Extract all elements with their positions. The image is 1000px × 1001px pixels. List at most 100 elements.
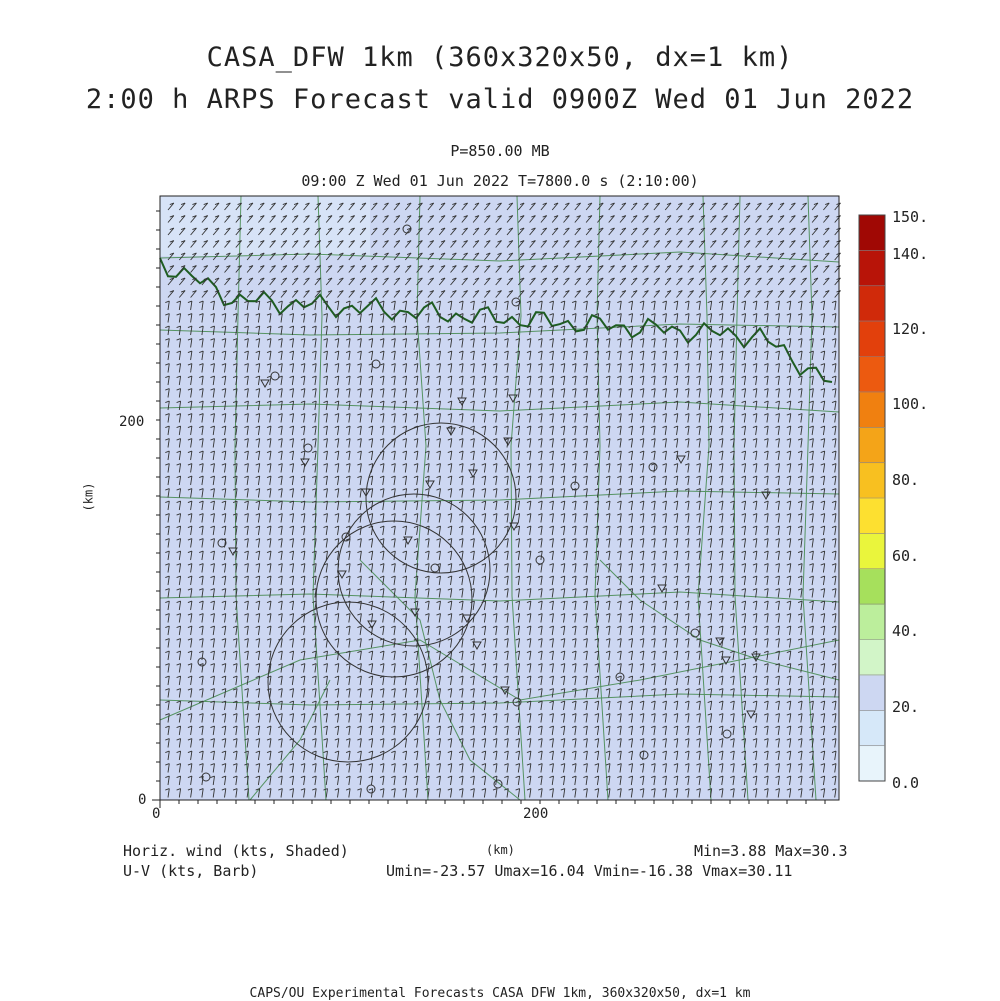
wind-barb bbox=[608, 326, 611, 336]
wind-barb bbox=[483, 463, 487, 473]
wind-barb bbox=[246, 713, 249, 723]
wind-barb-flag bbox=[232, 663, 238, 666]
wind-barb-flag bbox=[571, 325, 577, 329]
wind-barb-flag bbox=[666, 215, 672, 218]
wind-barb-flag bbox=[447, 450, 452, 454]
wind-barb-flag bbox=[361, 240, 367, 243]
wind-barb-flag bbox=[232, 488, 238, 491]
wind-barb-flag bbox=[673, 525, 678, 529]
wind-barb bbox=[698, 701, 701, 711]
wind-barb-flag bbox=[712, 277, 717, 281]
wind-barb-flag bbox=[232, 563, 238, 566]
wind-barb-flag bbox=[571, 450, 577, 454]
wind-barb-flag bbox=[266, 625, 272, 629]
wind-barb bbox=[721, 551, 724, 561]
wind-barb bbox=[653, 388, 656, 398]
wind-barb-flag bbox=[345, 625, 351, 629]
wind-barb-flag bbox=[587, 202, 593, 206]
pressure-level: P=850.00 MB bbox=[450, 142, 550, 160]
wind-barb bbox=[325, 538, 328, 548]
wind-barb-flag bbox=[323, 613, 328, 616]
wind-barb-flag bbox=[379, 538, 385, 541]
wind-barb bbox=[517, 463, 521, 473]
wind-barb bbox=[472, 413, 475, 423]
wind-barb-flag bbox=[210, 675, 215, 679]
wind-barb-flag bbox=[628, 525, 633, 529]
wind-barb-flag bbox=[673, 638, 678, 641]
wind-barb bbox=[427, 588, 430, 598]
wind-barb-flag bbox=[327, 227, 333, 231]
wind-barb bbox=[359, 240, 367, 248]
wind-barb bbox=[314, 663, 317, 673]
wind-barb-flag bbox=[463, 265, 468, 268]
wind-barb-flag bbox=[764, 513, 769, 516]
wind-barb-flag bbox=[368, 375, 373, 379]
wind-barb bbox=[574, 426, 577, 436]
wind-barb bbox=[653, 551, 656, 561]
wind-barb-flag bbox=[700, 240, 706, 243]
wind-barb-flag bbox=[395, 240, 400, 243]
wind-barb-flag bbox=[266, 300, 272, 304]
wind-barb-flag bbox=[526, 338, 532, 341]
wind-barb bbox=[484, 202, 491, 211]
wind-barb bbox=[766, 588, 769, 598]
wind-barb-flag bbox=[180, 277, 186, 281]
wind-barb bbox=[777, 688, 780, 698]
wind-barb-flag bbox=[752, 575, 758, 579]
wind-barb-flag bbox=[639, 600, 645, 604]
wind-barb-flag bbox=[515, 638, 520, 641]
wind-barb bbox=[224, 626, 227, 636]
wind-barb bbox=[766, 663, 769, 673]
wind-barb-flag bbox=[696, 575, 701, 579]
wind-barb-flag bbox=[327, 215, 333, 218]
wind-barb-flag bbox=[571, 400, 577, 404]
wind-barb bbox=[280, 601, 283, 611]
wind-barb bbox=[506, 513, 509, 523]
wind-barb bbox=[800, 202, 807, 211]
wind-barb bbox=[280, 701, 283, 711]
wind-barb bbox=[235, 676, 238, 686]
wind-barb bbox=[314, 351, 317, 361]
wind-barb bbox=[777, 638, 780, 648]
wind-barb bbox=[608, 451, 611, 461]
wind-barb-flag bbox=[300, 475, 306, 479]
wind-barb-flag bbox=[696, 625, 701, 629]
wind-barb bbox=[710, 277, 717, 286]
wind-barb-flag bbox=[176, 588, 181, 591]
wind-barb bbox=[709, 613, 713, 623]
wind-barb-flag bbox=[474, 290, 480, 293]
wind-barb-flag bbox=[587, 227, 593, 231]
wind-barb bbox=[743, 301, 747, 311]
wind-barb-flag bbox=[632, 215, 638, 218]
wind-barb-flag bbox=[384, 290, 389, 293]
wind-barb bbox=[811, 326, 814, 336]
wind-barb bbox=[495, 501, 498, 511]
wind-barb-flag bbox=[481, 350, 486, 354]
wind-barb-flag bbox=[497, 252, 502, 256]
wind-barb-flag bbox=[413, 450, 419, 454]
wind-barb bbox=[822, 413, 826, 423]
wind-barb-flag bbox=[508, 265, 513, 268]
wind-barb bbox=[687, 551, 690, 561]
wind-barb-flag bbox=[775, 313, 780, 316]
wind-barb bbox=[777, 488, 780, 498]
wind-barb bbox=[404, 576, 408, 586]
wind-barb-flag bbox=[402, 688, 407, 691]
wind-barb-flag bbox=[458, 563, 464, 566]
wind-barb bbox=[427, 426, 430, 436]
wind-barb-flag bbox=[357, 663, 362, 666]
wind-barb bbox=[359, 252, 367, 261]
wind-barb-flag bbox=[368, 313, 373, 316]
wind-barb bbox=[303, 701, 306, 711]
wind-barb bbox=[224, 513, 227, 523]
wind-barb bbox=[370, 701, 374, 711]
wind-barb-flag bbox=[203, 227, 208, 231]
wind-barb bbox=[246, 501, 249, 511]
wind-barb bbox=[393, 476, 396, 486]
wind-barb bbox=[472, 701, 475, 711]
wind-barb bbox=[642, 326, 645, 336]
wind-barb-flag bbox=[583, 413, 588, 416]
wind-barb-flag bbox=[764, 613, 769, 616]
wind-barb bbox=[370, 676, 374, 686]
wind-barb bbox=[167, 413, 170, 423]
